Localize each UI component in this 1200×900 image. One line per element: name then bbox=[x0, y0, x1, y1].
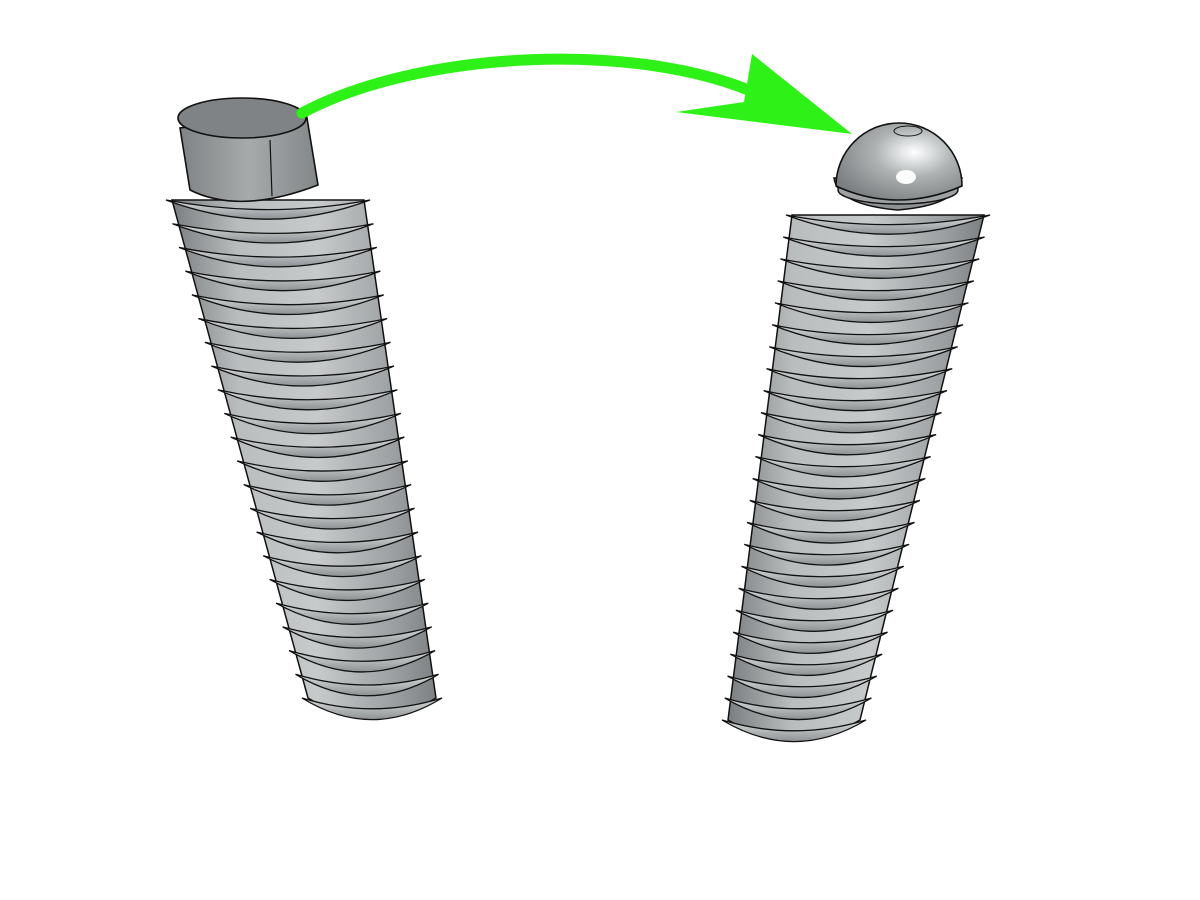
thread-ridge bbox=[198, 317, 388, 339]
thread-ridge bbox=[746, 521, 915, 544]
thread-ridge bbox=[730, 653, 883, 676]
thread-ridge bbox=[769, 346, 958, 368]
thread-ridge bbox=[249, 507, 415, 530]
thread-ridge bbox=[780, 258, 980, 279]
right-thread-body bbox=[721, 214, 991, 743]
thread-ridge bbox=[243, 483, 412, 506]
thread-ridge bbox=[732, 631, 888, 654]
thread-ridge bbox=[211, 365, 395, 387]
thread-ridge bbox=[288, 649, 436, 673]
thread-ridge bbox=[785, 214, 991, 235]
thread-ridge bbox=[757, 433, 937, 456]
curved-arrow-icon bbox=[296, 53, 852, 134]
thread-ridge bbox=[724, 697, 872, 721]
thread-ridge bbox=[191, 294, 384, 316]
thread-ridge bbox=[204, 341, 391, 363]
thread-ridge bbox=[755, 455, 931, 478]
thread-ridge bbox=[727, 675, 878, 699]
flat-tip-set-screw-icon bbox=[165, 97, 443, 721]
thread-ridge bbox=[236, 460, 408, 482]
left-flat-tip bbox=[177, 97, 319, 203]
thread-ridge bbox=[262, 555, 422, 578]
thread-ridge bbox=[735, 609, 894, 632]
thread-ridge bbox=[172, 223, 374, 244]
ball-nose-spring-plunger-icon bbox=[721, 122, 991, 743]
thread-ridge bbox=[771, 324, 964, 346]
thread-ridge bbox=[275, 602, 429, 625]
thread-ridge bbox=[282, 626, 433, 649]
right-ball-tip bbox=[833, 122, 963, 211]
thread-ridge bbox=[230, 436, 405, 459]
left-thread-body bbox=[165, 199, 443, 721]
thread-ridge bbox=[738, 587, 899, 610]
thread-ridge bbox=[777, 280, 975, 301]
thread-ridge bbox=[766, 368, 953, 390]
thread-ridge bbox=[178, 246, 378, 268]
thread-ridge bbox=[721, 719, 867, 743]
thread-ridge bbox=[763, 390, 948, 412]
thread-ridge bbox=[752, 477, 926, 500]
thread-ridge bbox=[295, 673, 439, 697]
thread-ridge bbox=[743, 543, 910, 566]
thread-ridge bbox=[301, 697, 443, 721]
thread-ridge bbox=[760, 411, 942, 434]
thread-ridge bbox=[165, 199, 371, 220]
thread-ridge bbox=[256, 531, 419, 554]
thread-ridge bbox=[782, 236, 985, 257]
thread-ridge bbox=[217, 389, 398, 411]
thread-ridge bbox=[224, 412, 402, 435]
thread-ridge bbox=[185, 270, 381, 292]
thread-ridge bbox=[774, 302, 969, 324]
thread-ridge bbox=[749, 499, 921, 522]
thread-ridge bbox=[269, 578, 426, 602]
thread-ridge bbox=[741, 565, 905, 588]
